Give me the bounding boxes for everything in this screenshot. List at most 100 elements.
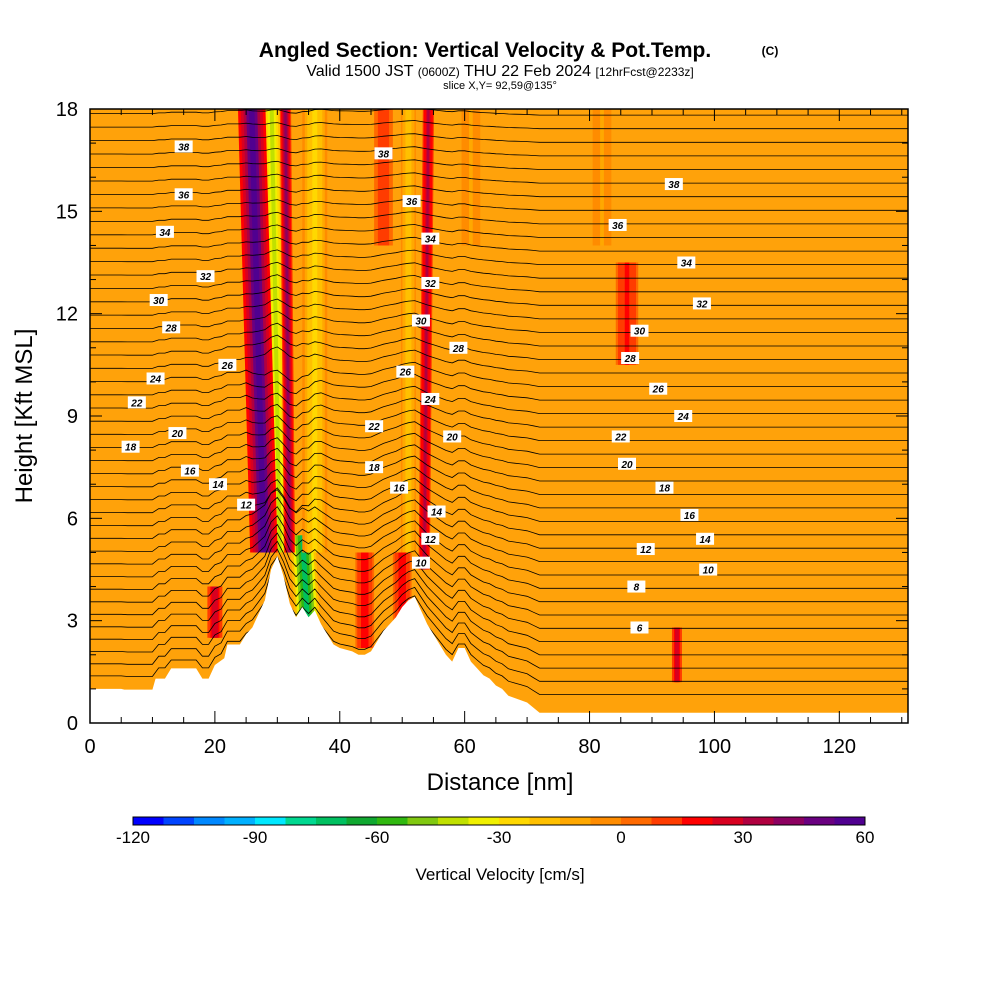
isentrope-label-bg	[674, 410, 693, 422]
isentrope-label-bg	[396, 365, 415, 378]
plot-area: 38 36 34 32 30 28 26 24 22 20 18 16 14 12 38 36 34 32 30 28…	[90, 109, 908, 723]
isentrope-line	[90, 322, 908, 347]
isentrope-label-bg	[218, 358, 237, 371]
colorbar-segment	[438, 817, 469, 825]
isentrope-label-bg	[149, 294, 168, 307]
isentrope-label: 14	[212, 480, 224, 491]
isentrope-line	[90, 361, 908, 387]
colorbar-tick-label: 60	[856, 828, 875, 847]
isentrope-label: 36	[406, 197, 418, 208]
isentrope-line	[90, 487, 908, 549]
updraft-core-13	[355, 552, 375, 648]
isentrope-line	[90, 146, 908, 157]
isentrope-line	[90, 555, 908, 656]
isentrope-label: 16	[184, 467, 196, 478]
isentrope-label-bg	[421, 276, 440, 289]
y-tick-label: 0	[67, 713, 78, 735]
isentrope-line	[90, 444, 908, 482]
subtitle-date: THU 22 Feb 2024	[464, 63, 591, 80]
isentrope-line	[90, 334, 908, 360]
isentrope-line	[90, 477, 908, 522]
isentrope-label-bg	[627, 580, 646, 593]
y-tick-label: 18	[56, 99, 78, 121]
isentrope-label: 10	[415, 559, 427, 570]
isentrope-line	[90, 261, 908, 279]
isentrope-label-bg	[390, 481, 409, 494]
isentrope-label: 14	[431, 508, 443, 519]
isentrope-label-bg	[402, 195, 421, 208]
isentrope-line	[90, 488, 908, 536]
velocity-band	[423, 109, 430, 570]
y-tick-label: 9	[67, 406, 78, 428]
isentrope-label-bg	[374, 147, 393, 160]
colorbar-segment	[590, 817, 622, 825]
velocity-band	[381, 109, 386, 246]
isentrope-line	[90, 120, 908, 130]
isentrope-label-bg	[427, 505, 446, 518]
isentrope-line	[90, 496, 908, 562]
chart-subtitle: Valid 1500 JST (0600Z) THU 22 Feb 2024 […	[306, 63, 694, 80]
isentrope-line	[90, 185, 908, 198]
isentrope-label-bg	[411, 314, 430, 327]
isentrope-label: 14	[699, 535, 711, 546]
isentrope-line	[90, 172, 908, 184]
colorbar-segment	[194, 817, 225, 825]
velocity-band	[406, 109, 410, 553]
isentrope-label-bg	[421, 532, 440, 545]
isentrope-line	[90, 236, 908, 252]
velocity-band	[284, 109, 291, 553]
isentrope-label: 28	[452, 344, 465, 355]
isentrope-label-bg	[618, 457, 637, 470]
isentrope-line	[90, 563, 908, 669]
isentrope-label-bg	[162, 321, 181, 334]
isentrope-label: 28	[165, 323, 178, 334]
subtitle-forecast: [12hrFcst@2233z]	[596, 65, 694, 79]
colorbar-segment	[285, 817, 317, 825]
subtitle-utc-time: (0600Z)	[418, 65, 460, 79]
colorbar-tick-label: -90	[243, 828, 268, 847]
isentrope-label-bg	[649, 382, 668, 395]
isentrope-label: 32	[696, 299, 708, 310]
isentrope-label-bg	[168, 427, 187, 440]
colorbar-segment	[163, 817, 195, 825]
isentrope-line	[90, 421, 908, 455]
isentrope-label: 18	[125, 443, 137, 454]
updraft-core-6	[237, 109, 278, 553]
colorbar-segment	[621, 817, 652, 825]
colorbar-tick-label: -120	[116, 828, 150, 847]
colorbar-segment	[468, 817, 500, 825]
colorbar-tick-label: 0	[616, 828, 625, 847]
isentrope-label-bg	[127, 396, 146, 409]
colorbar-segment	[743, 817, 774, 825]
x-tick-label: 40	[329, 736, 351, 758]
isentrope-label-bg	[630, 621, 649, 634]
isentrope-label-bg	[209, 478, 228, 491]
isentrope-label: 18	[369, 463, 381, 474]
isentrope-label-bg	[655, 481, 674, 494]
colorbar-segment	[133, 817, 164, 825]
isentrope-label: 16	[394, 484, 406, 495]
isentrope-label-bg	[174, 140, 193, 153]
isentrope-label-bg	[696, 532, 715, 545]
colorbar-segment	[316, 817, 347, 825]
isentrope-label-bg	[121, 440, 140, 453]
isentrope-line	[90, 109, 908, 116]
isentrope-label: 24	[149, 374, 162, 385]
isentrope-line	[90, 133, 908, 143]
x-tick-label: 60	[454, 736, 476, 758]
colorbar: -120 -90 -60 -30 0 30 60	[116, 816, 875, 847]
isentrope-label: 30	[153, 296, 165, 307]
updraft-core-7	[279, 109, 296, 553]
colorbar-segment	[834, 817, 866, 825]
velocity-band	[248, 109, 267, 553]
isentrope-label: 22	[130, 398, 143, 409]
isentrope-line	[90, 373, 908, 401]
isentrope-line	[90, 506, 908, 576]
isentrope-label: 38	[668, 180, 680, 191]
velocity-band	[469, 109, 473, 246]
isentrope-label-bg	[237, 498, 256, 511]
isentrope-label-bg	[443, 430, 462, 443]
isentrope-label: 12	[425, 535, 437, 546]
isentrope-line	[90, 198, 908, 211]
isentrope-label: 38	[378, 149, 390, 160]
